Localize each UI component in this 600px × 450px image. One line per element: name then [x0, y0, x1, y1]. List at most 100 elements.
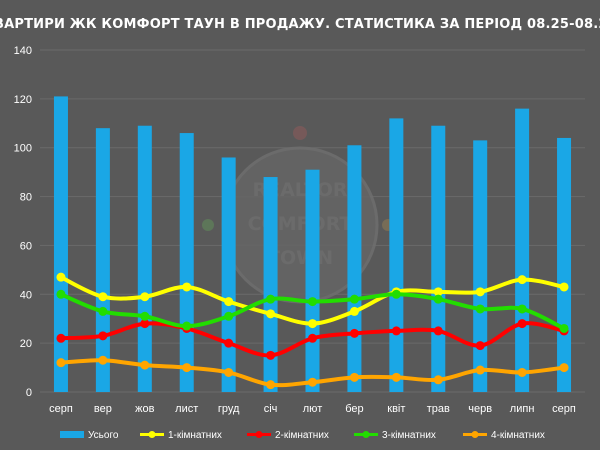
bar-Усього-8: [389, 118, 404, 393]
point-series-3-12: [559, 323, 569, 333]
x-tick-label: липн: [510, 403, 535, 415]
bar-Усього-9: [431, 125, 446, 392]
x-tick-label: трав: [427, 403, 450, 415]
x-axis-ticks: серп вер жов лист груд січ лют бер квіт трав черв л…: [49, 403, 576, 415]
bar-Усього-12: [557, 137, 572, 392]
y-tick-label: 0: [26, 387, 32, 399]
point-series-1-11: [517, 275, 527, 285]
point-series-1-6: [308, 319, 317, 329]
bar-Усього-4: [221, 157, 236, 392]
point-series-2-2: [140, 319, 150, 329]
point-series-1-10: [475, 287, 485, 297]
legend-swatch-marker: [148, 431, 156, 438]
point-series-3-2: [140, 311, 150, 321]
y-tick-label: 60: [20, 240, 32, 252]
point-series-2-0: [56, 333, 66, 343]
point-series-4-1: [98, 355, 108, 365]
point-series-2-9: [433, 326, 443, 336]
bar-Усього-2: [137, 125, 152, 392]
point-series-4-4: [224, 367, 234, 377]
point-series-1-1: [98, 292, 108, 302]
point-series-3-11: [517, 304, 527, 314]
watermark-line-2: COMFORT: [248, 213, 353, 235]
point-series-3-3: [182, 321, 192, 331]
point-series-4-11: [517, 367, 527, 377]
point-series-4-0: [56, 358, 66, 368]
y-tick-label: 140: [14, 45, 32, 57]
legend-swatch-marker: [362, 431, 370, 438]
point-series-2-11: [517, 319, 527, 329]
point-series-1-9: [433, 287, 443, 297]
bar-Усього-6: [305, 169, 320, 392]
watermark-green-dot: [202, 219, 214, 231]
x-tick-label: серп: [49, 403, 73, 415]
x-tick-label: черв: [468, 403, 492, 415]
legend-swatch-bar: [60, 431, 84, 438]
y-tick-label: 80: [20, 192, 32, 204]
bar-Усього-11: [515, 108, 530, 392]
point-series-2-7: [349, 328, 359, 338]
point-series-2-10: [475, 341, 485, 351]
point-series-4-6: [308, 377, 317, 387]
lines: [56, 272, 569, 390]
point-series-3-6: [308, 297, 317, 307]
point-series-2-6: [308, 333, 317, 343]
point-series-4-10: [475, 365, 485, 375]
legend-swatch-marker: [255, 431, 263, 438]
point-series-1-12: [559, 282, 569, 292]
legend-label: 1-кімнатних: [168, 430, 222, 441]
point-series-4-9: [433, 375, 443, 385]
watermark-red-dot: [293, 126, 307, 140]
x-tick-label: груд: [218, 403, 240, 415]
point-series-3-7: [349, 294, 359, 304]
chart-title: КВАРТИРИ ЖК КОМФОРТ ТАУН В ПРОДАЖУ. СТАТ…: [0, 17, 600, 32]
point-series-1-7: [349, 306, 359, 316]
point-series-3-0: [56, 289, 66, 299]
legend: Усього 1-кімнатних 2-кімнатних 3-кімнатних 4…: [60, 430, 545, 441]
y-tick-label: 120: [14, 94, 32, 106]
y-axis-ticks: 0 20 40 60 80 100 120 140: [14, 45, 32, 399]
point-series-1-0: [56, 272, 66, 282]
legend-swatch-marker: [471, 431, 479, 438]
bar-Усього-0: [53, 96, 68, 393]
point-series-4-7: [349, 372, 359, 382]
x-tick-label: бер: [345, 403, 363, 415]
bar-Усього-1: [95, 128, 110, 392]
point-series-1-3: [182, 282, 192, 292]
point-series-4-2: [140, 360, 150, 370]
point-series-4-8: [391, 372, 401, 382]
x-tick-label: жов: [135, 403, 154, 415]
legend-label: Усього: [88, 430, 119, 441]
point-series-2-4: [224, 338, 234, 348]
x-tick-label: лют: [303, 403, 322, 415]
y-tick-label: 40: [20, 289, 32, 301]
bar-Усього-7: [347, 145, 362, 392]
point-series-3-5: [266, 294, 276, 304]
y-tick-label: 20: [20, 338, 32, 350]
point-series-3-4: [224, 311, 234, 321]
legend-label: 4-кімнатних: [491, 430, 545, 441]
point-series-3-1: [98, 306, 108, 316]
bar-Усього-3: [179, 133, 194, 393]
point-series-2-8: [391, 326, 401, 336]
x-tick-label: січ: [264, 403, 278, 415]
point-series-3-10: [475, 304, 485, 314]
y-tick-label: 100: [14, 143, 32, 155]
point-series-1-4: [224, 297, 234, 307]
legend-label: 3-кімнатних: [382, 430, 436, 441]
point-series-2-5: [266, 350, 276, 360]
bar-Усього-5: [263, 177, 278, 392]
x-tick-label: квіт: [387, 403, 405, 415]
point-series-4-5: [266, 380, 276, 390]
point-series-4-3: [182, 363, 192, 373]
point-series-1-5: [266, 309, 276, 319]
bars: [53, 96, 572, 393]
x-tick-label: лист: [175, 403, 198, 415]
point-series-1-2: [140, 292, 150, 302]
x-tick-label: вер: [94, 403, 112, 415]
x-tick-label: серп: [552, 403, 576, 415]
point-series-2-1: [98, 331, 108, 341]
point-series-3-8: [391, 289, 401, 299]
point-series-3-9: [433, 294, 443, 304]
